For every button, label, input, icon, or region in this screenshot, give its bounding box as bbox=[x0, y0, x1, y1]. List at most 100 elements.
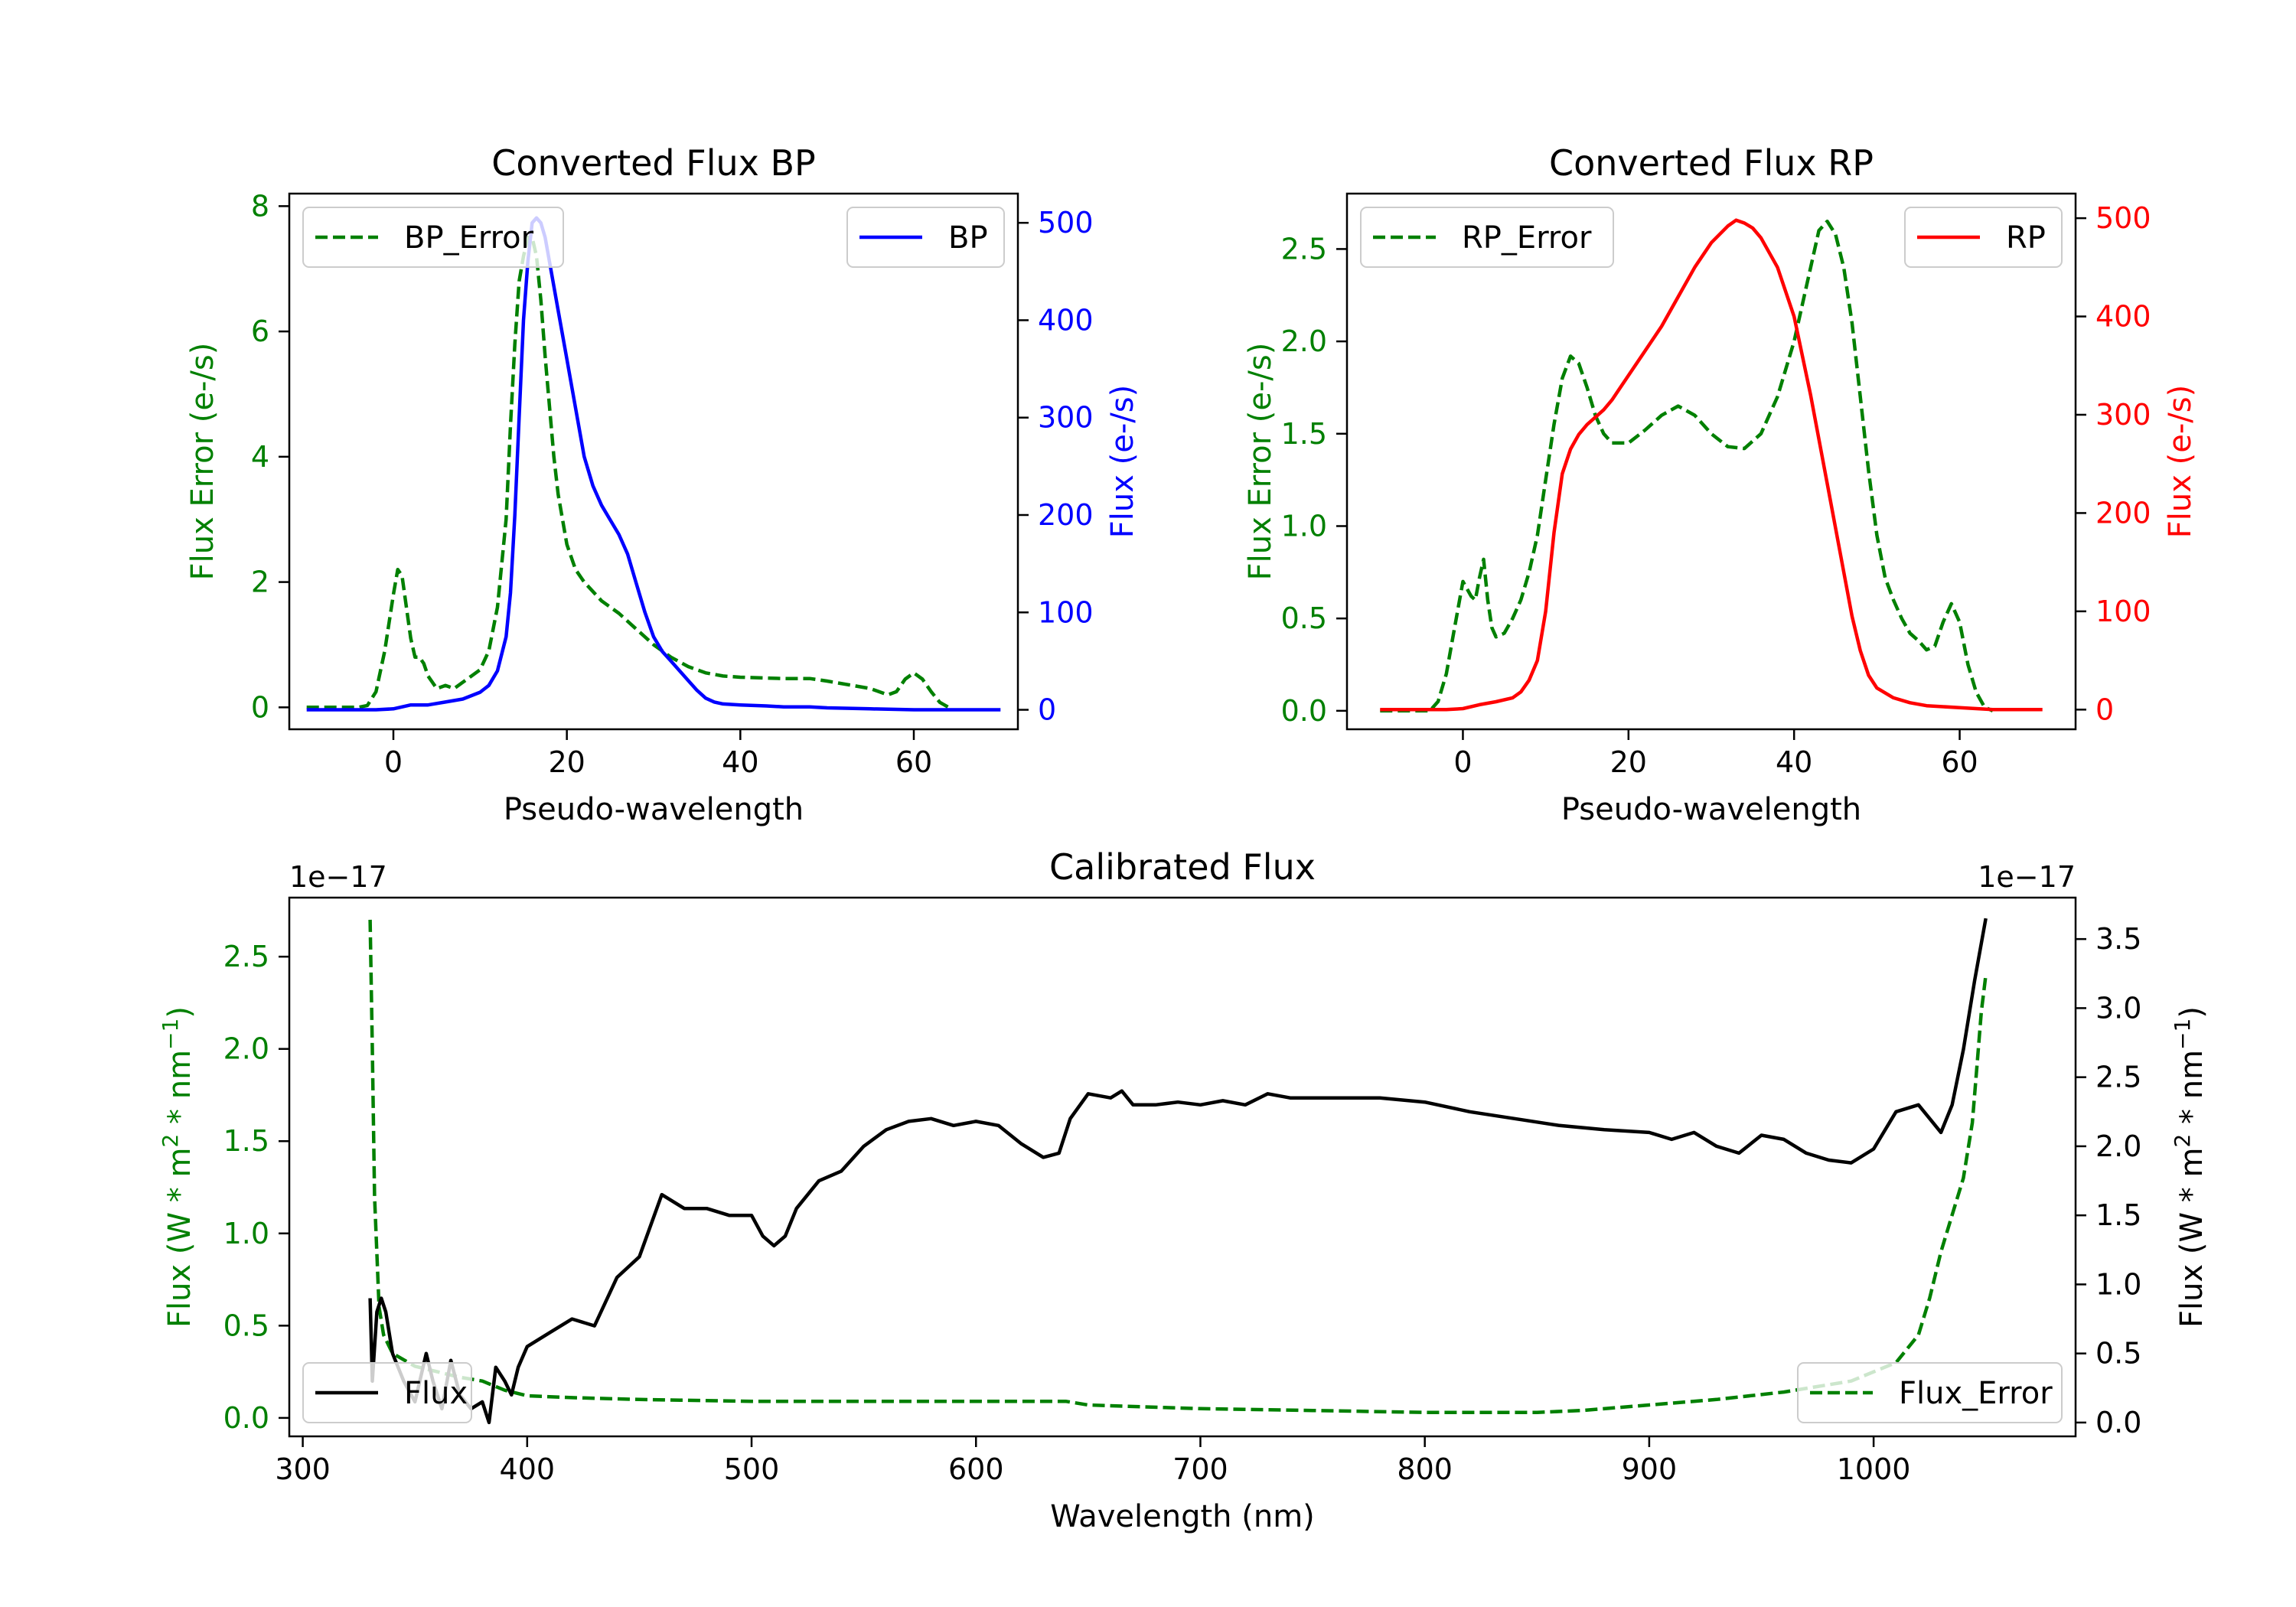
x-tick-label: 700 bbox=[1172, 1452, 1228, 1486]
legend-label: BP_Error bbox=[404, 220, 534, 256]
x-tick-label: 60 bbox=[895, 745, 932, 779]
left-y-tick-label: 0.5 bbox=[223, 1309, 269, 1342]
left-y-tick-label: 0 bbox=[251, 690, 269, 724]
left-y-tick-label: 2.5 bbox=[1281, 232, 1327, 266]
legend-bp-error: BP_Error bbox=[302, 207, 564, 268]
x-tick-label: 40 bbox=[722, 745, 758, 779]
right-y-tick-label: 3.0 bbox=[2095, 991, 2141, 1025]
legend-box bbox=[846, 207, 1005, 268]
left-y-tick-label: 2 bbox=[251, 566, 269, 599]
legend-label: RP_Error bbox=[1462, 220, 1592, 256]
x-axis-label: Wavelength (nm) bbox=[1050, 1499, 1315, 1534]
left-y-axis-label: Flux Error (e-/s) bbox=[185, 343, 220, 581]
legend-flux: Flux bbox=[302, 1362, 472, 1423]
chart-converted-flux-bp: 0 20 40 60 0 2 4 6 8 0 100 200 300 400 500 Converted Fl… bbox=[185, 142, 1140, 827]
x-tick-label: 1000 bbox=[1837, 1452, 1911, 1486]
right-y-tick-label: 1.5 bbox=[2095, 1198, 2141, 1232]
left-y-axis-label: Flux Error (e-/s) bbox=[1243, 343, 1278, 581]
series-rp-error bbox=[1380, 219, 1994, 713]
axis-label-superscript: 2 bbox=[158, 1134, 183, 1148]
right-y-tick-label: 100 bbox=[2095, 595, 2151, 628]
x-tick-label: 0 bbox=[384, 745, 403, 779]
left-y-tick-label: 1.5 bbox=[223, 1124, 269, 1158]
left-y-tick-label: 8 bbox=[251, 189, 269, 223]
x-tick-label: 900 bbox=[1622, 1452, 1678, 1486]
right-y-axis-label: Flux (W * m2 * nm−1) bbox=[2170, 1006, 2210, 1328]
legend-box bbox=[1360, 207, 1614, 268]
right-y-tick-label: 2.5 bbox=[2095, 1061, 2141, 1094]
legend-box bbox=[302, 1362, 472, 1423]
chart-calibrated-flux: 300 400 500 600 700 800 900 1000 0.0 0.5 1.0 1.5 2.0… bbox=[158, 846, 2210, 1534]
axis-label-part: Flux (W * m bbox=[162, 1148, 197, 1328]
right-y-tick-label: 2.0 bbox=[2095, 1129, 2141, 1163]
right-y-tick-label: 300 bbox=[2095, 398, 2151, 432]
left-y-tick-label: 6 bbox=[251, 315, 269, 348]
axis-label-superscript: 2 bbox=[2170, 1134, 2195, 1148]
left-y-tick-label: 1.0 bbox=[1281, 509, 1327, 543]
legend-label: Flux_Error bbox=[1899, 1376, 2053, 1411]
axis-label-part: * nm bbox=[162, 1050, 197, 1134]
left-y-tick-label: 1.5 bbox=[1281, 417, 1327, 451]
x-tick-label: 40 bbox=[1776, 745, 1812, 779]
chart-converted-flux-rp: 0 20 40 60 0.0 0.5 1.0 1.5 2.0 2.5 0 100 200 300 400 50… bbox=[1243, 142, 2198, 827]
left-y-axis-label: Flux (W * m2 * nm−1) bbox=[158, 1006, 198, 1328]
legend-label: RP bbox=[2006, 220, 2046, 256]
right-y-tick-label: 400 bbox=[1038, 303, 1094, 337]
axis-label-part: * nm bbox=[2174, 1050, 2210, 1134]
left-y-tick-label: 2.0 bbox=[1281, 324, 1327, 358]
right-y-axis-label: Flux (e-/s) bbox=[2163, 385, 2198, 538]
x-tick-label: 400 bbox=[500, 1452, 556, 1486]
right-y-tick-label: 200 bbox=[1038, 498, 1094, 532]
axis-label-superscript: −1 bbox=[2170, 1019, 2195, 1050]
chart-title: Converted Flux BP bbox=[491, 142, 816, 184]
chart-title: Converted Flux RP bbox=[1549, 142, 1874, 184]
plot-frame bbox=[288, 192, 1019, 731]
right-y-tick-label: 0 bbox=[2095, 693, 2114, 726]
legend-rp: RP bbox=[1904, 207, 2063, 268]
right-y-tick-label: 300 bbox=[1038, 401, 1094, 435]
legend-label: BP bbox=[948, 220, 988, 256]
plot-frame bbox=[288, 896, 2077, 1438]
right-y-tick-label: 400 bbox=[2095, 300, 2151, 334]
left-y-tick-label: 4 bbox=[251, 440, 269, 474]
right-y-tick-label: 0.5 bbox=[2095, 1337, 2141, 1371]
right-y-axis-label: Flux (e-/s) bbox=[1105, 385, 1140, 538]
legend-bp: BP bbox=[846, 207, 1005, 268]
x-tick-label: 20 bbox=[548, 745, 585, 779]
x-tick-label: 500 bbox=[724, 1452, 780, 1486]
x-tick-label: 300 bbox=[275, 1452, 331, 1486]
right-y-tick-label: 200 bbox=[2095, 496, 2151, 530]
series-bp bbox=[306, 216, 1001, 712]
left-y-tick-label: 0.0 bbox=[1281, 694, 1327, 728]
x-tick-label: 800 bbox=[1397, 1452, 1453, 1486]
legend-box bbox=[1797, 1362, 2063, 1423]
plot-frame bbox=[1345, 192, 2077, 731]
right-y-tick-label: 500 bbox=[2095, 201, 2151, 235]
legend-flux-error: Flux_Error bbox=[1797, 1362, 2063, 1423]
series-flux bbox=[368, 918, 1988, 1425]
legend-box bbox=[1904, 207, 2063, 268]
legend-rp-error: RP_Error bbox=[1360, 207, 1614, 268]
left-y-tick-label: 2.0 bbox=[223, 1032, 269, 1066]
x-axis-label: Pseudo-wavelength bbox=[504, 792, 804, 827]
axis-label-part: ) bbox=[162, 1006, 197, 1019]
right-axis-offset-text: 1e−17 bbox=[1978, 860, 2076, 894]
axis-label-part: Flux (W * m bbox=[2174, 1148, 2210, 1328]
right-y-tick-label: 100 bbox=[1038, 595, 1094, 629]
series-bp-error bbox=[306, 236, 950, 709]
chart-title: Calibrated Flux bbox=[1049, 846, 1316, 888]
x-tick-label: 600 bbox=[948, 1452, 1004, 1486]
right-y-tick-label: 3.5 bbox=[2095, 922, 2141, 956]
axis-label-superscript: −1 bbox=[158, 1019, 183, 1050]
x-axis-label: Pseudo-wavelength bbox=[1561, 792, 1861, 827]
right-y-tick-label: 0 bbox=[1038, 693, 1056, 727]
left-y-tick-label: 1.0 bbox=[223, 1217, 269, 1250]
x-tick-label: 0 bbox=[1453, 745, 1472, 779]
left-y-tick-label: 0.5 bbox=[1281, 601, 1327, 635]
axis-label-part: ) bbox=[2174, 1006, 2210, 1019]
right-y-tick-label: 0.0 bbox=[2095, 1406, 2141, 1439]
legend-box bbox=[302, 207, 564, 268]
legend-label: Flux bbox=[404, 1376, 468, 1411]
right-y-tick-label: 1.0 bbox=[2095, 1267, 2141, 1301]
right-y-tick-label: 500 bbox=[1038, 206, 1094, 240]
